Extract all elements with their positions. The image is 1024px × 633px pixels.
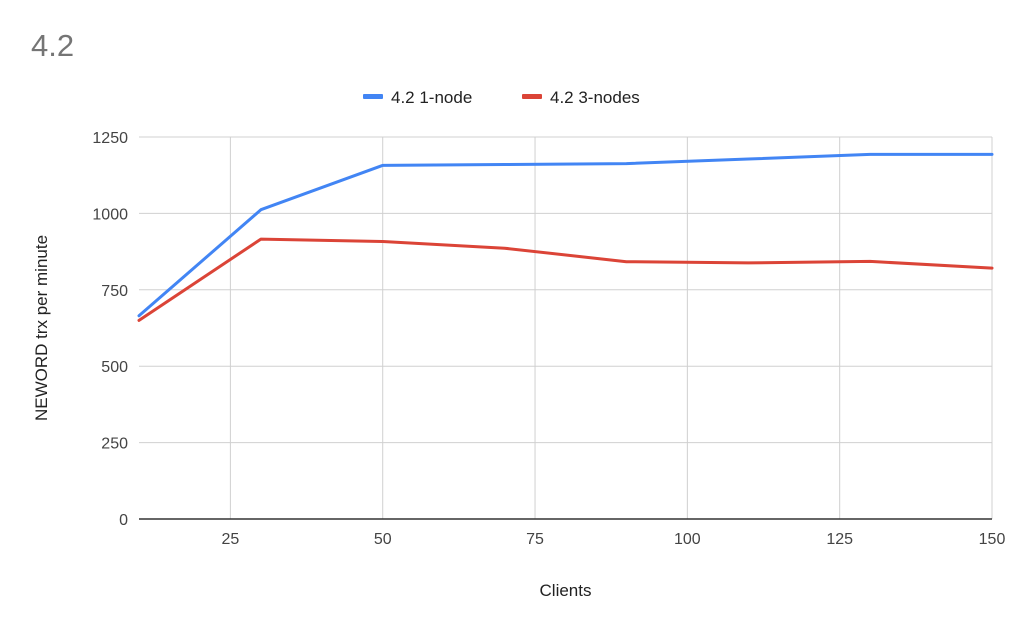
legend-label-1: 4.2 1-node [391, 88, 472, 107]
x-tick-label: 125 [826, 531, 853, 548]
y-tick-label: 0 [119, 512, 128, 529]
y-tick-label: 500 [101, 359, 128, 376]
legend-label-2: 4.2 3-nodes [550, 88, 640, 107]
series-line-1 [137, 152, 994, 318]
x-tick-label: 50 [374, 531, 392, 548]
chart-title: 4.2 [31, 28, 75, 63]
y-tick-label: 1250 [92, 130, 128, 147]
y-tick-label: 1000 [92, 206, 128, 223]
x-axis-title: Clients [540, 581, 592, 600]
x-tick-label: 100 [674, 531, 701, 548]
grid-lines [139, 136, 993, 519]
x-tick-label: 150 [979, 531, 1006, 548]
x-tick-label: 25 [221, 531, 239, 548]
x-tick-label: 75 [526, 531, 544, 548]
y-tick-label: 750 [101, 283, 128, 300]
legend-swatch-1 [363, 94, 383, 99]
y-tick-label: 250 [101, 436, 128, 453]
y-axis-title: NEWORD trx per minute [32, 235, 51, 421]
legend-swatch-2 [522, 94, 542, 99]
series-lines [137, 152, 994, 322]
axes: 0 250 500 750 1000 1250 25 50 75 100 125 150 [92, 130, 1005, 548]
legend: 4.2 1-node 4.2 3-nodes [363, 88, 640, 107]
series-line-2 [137, 237, 994, 322]
